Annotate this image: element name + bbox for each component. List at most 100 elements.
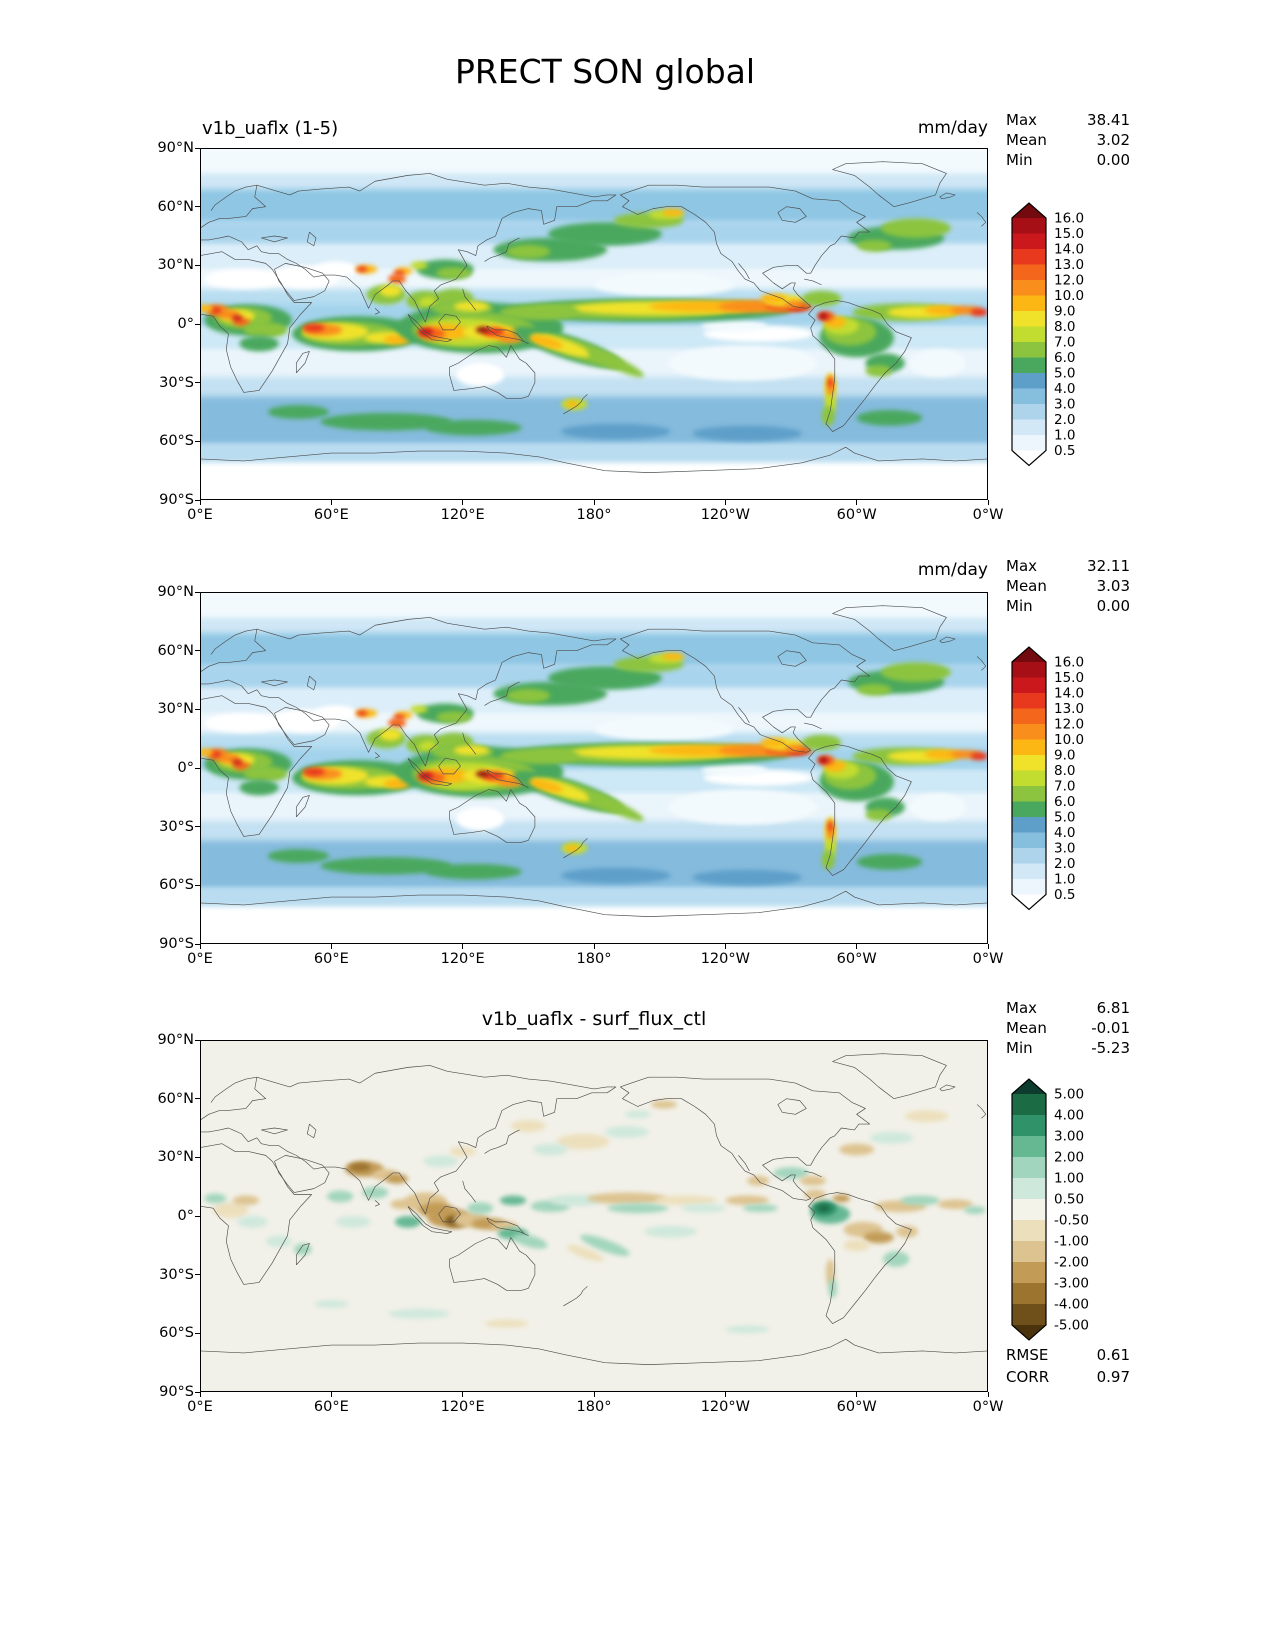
y-tick-mark [195, 1156, 200, 1158]
panel-1-map [200, 148, 988, 500]
y-tick-mark [195, 708, 200, 710]
svg-text:4.0: 4.0 [1054, 381, 1075, 397]
stat-label: Max [1006, 999, 1038, 1017]
y-tick-mark [195, 499, 200, 501]
x-tick-label: 180° [576, 1399, 612, 1415]
panel-1-title: v1b_uaflx (1-5) [202, 118, 339, 139]
x-tick-mark [593, 500, 595, 505]
panel-3-title: v1b_uaflx - surf_flux_ctl [481, 1008, 707, 1030]
panel-2-colorbar: 16.0 15.0 14.0 13.0 12.0 10.0 9.0 8.0 7.0 6.0 5.0 4… [1011, 642, 1122, 921]
x-tick-label: 0°W [972, 1399, 1004, 1415]
svg-text:0.5: 0.5 [1054, 443, 1075, 459]
x-tick-label: 0°W [972, 507, 1004, 523]
y-tick-label: 60°N [157, 1090, 194, 1107]
y-tick-label: 30°N [157, 701, 194, 718]
panel-3-colorbar: 5.00 4.00 3.00 2.00 1.00 0.50 -0.50 -1.00 -2.00 -… [1011, 1074, 1122, 1351]
svg-text:8.0: 8.0 [1054, 763, 1075, 779]
svg-text:13.0: 13.0 [1054, 257, 1084, 273]
x-tick-label: 0°W [972, 951, 1004, 967]
y-tick-label: 60°S [159, 877, 194, 894]
svg-text:3.0: 3.0 [1054, 841, 1075, 857]
stat-value: 0.00 [1096, 151, 1130, 169]
y-tick-mark [195, 1332, 200, 1334]
y-tick-mark [195, 826, 200, 828]
svg-text:2.0: 2.0 [1054, 856, 1075, 872]
x-tick-mark [593, 1392, 595, 1397]
panel-3-skill-stats: RMSE 0.61 CORR 0.97 [1006, 1344, 1130, 1388]
svg-text:7.0: 7.0 [1054, 335, 1075, 351]
y-tick-label: 90°N [157, 140, 194, 156]
svg-text:0.50: 0.50 [1054, 1192, 1084, 1208]
y-tick-label: 90°N [157, 584, 194, 600]
x-tick-mark [724, 500, 726, 505]
stat-value: 0.61 [1096, 1346, 1130, 1364]
x-tick-mark [462, 1392, 464, 1397]
y-tick-label: 0° [177, 316, 194, 332]
svg-text:5.0: 5.0 [1054, 810, 1075, 826]
stat-label: Min [1006, 597, 1033, 615]
stat-row-mean: Mean 3.03 [1006, 576, 1130, 596]
stat-value: 0.97 [1096, 1368, 1130, 1386]
svg-text:-0.50: -0.50 [1054, 1213, 1089, 1229]
x-tick-label: 120°W [700, 507, 750, 523]
x-tick-mark [724, 1392, 726, 1397]
svg-text:10.0: 10.0 [1054, 288, 1084, 304]
figure-title: PRECT SON global [454, 52, 756, 91]
x-tick-label: 0°E [187, 507, 213, 523]
stat-value: 38.41 [1087, 111, 1130, 129]
svg-text:9.0: 9.0 [1054, 748, 1075, 764]
svg-text:8.0: 8.0 [1054, 319, 1075, 335]
svg-text:15.0: 15.0 [1054, 226, 1084, 242]
svg-text:-2.00: -2.00 [1054, 1255, 1089, 1271]
y-tick-label: 0° [177, 760, 194, 776]
stat-value: -5.23 [1091, 1039, 1130, 1057]
y-tick-mark [195, 591, 200, 593]
y-tick-mark [195, 884, 200, 886]
x-tick-label: 0°E [187, 951, 213, 967]
svg-text:16.0: 16.0 [1054, 211, 1084, 227]
stat-row-max: Max 38.41 [1006, 110, 1130, 130]
svg-text:3.00: 3.00 [1054, 1129, 1084, 1145]
x-tick-mark [987, 944, 989, 949]
y-tick-label: 30°S [159, 1266, 194, 1283]
svg-text:7.0: 7.0 [1054, 779, 1075, 795]
x-tick-mark [199, 1392, 201, 1397]
stat-value: -0.01 [1091, 1019, 1130, 1037]
x-tick-label: 180° [576, 507, 612, 523]
stat-row-corr: CORR 0.97 [1006, 1366, 1130, 1388]
svg-text:9.0: 9.0 [1054, 304, 1075, 320]
y-tick-mark [195, 1215, 200, 1217]
svg-text:1.00: 1.00 [1054, 1171, 1084, 1187]
y-tick-label: 30°N [157, 1149, 194, 1166]
y-tick-label: 90°S [159, 936, 194, 952]
svg-text:-4.00: -4.00 [1054, 1297, 1089, 1313]
x-tick-label: 120°W [700, 1399, 750, 1415]
panel-2-stats: Max 32.11 Mean 3.03 Min 0.00 [1006, 556, 1130, 616]
x-tick-mark [330, 500, 332, 505]
colorbar-svg: 5.00 4.00 3.00 2.00 1.00 0.50 -0.50 -1.00 -2.00 -… [1011, 1078, 1089, 1341]
svg-text:4.0: 4.0 [1054, 825, 1075, 841]
stat-row-min: Min 0.00 [1006, 150, 1130, 170]
svg-text:2.0: 2.0 [1054, 412, 1075, 428]
y-tick-mark [195, 440, 200, 442]
svg-text:4.00: 4.00 [1054, 1108, 1084, 1124]
svg-text:6.0: 6.0 [1054, 350, 1075, 366]
x-tick-label: 0°E [187, 1399, 213, 1415]
stat-value: 6.81 [1096, 999, 1130, 1017]
stat-row-max: Max 6.81 [1006, 998, 1130, 1018]
stat-label: Max [1006, 557, 1038, 575]
x-tick-label: 60°W [836, 1399, 877, 1415]
svg-text:15.0: 15.0 [1054, 670, 1084, 686]
x-tick-mark [593, 944, 595, 949]
stat-label: Min [1006, 151, 1033, 169]
panel-2-units: mm/day [917, 560, 988, 580]
stat-value: 0.00 [1096, 597, 1130, 615]
stat-row-min: Min -5.23 [1006, 1038, 1130, 1058]
y-tick-mark [195, 943, 200, 945]
x-tick-mark [987, 1392, 989, 1397]
stat-value: 3.03 [1096, 577, 1130, 595]
panel-2-map [200, 592, 988, 944]
x-tick-label: 60°E [313, 507, 349, 523]
y-tick-mark [195, 147, 200, 149]
svg-text:13.0: 13.0 [1054, 701, 1084, 717]
